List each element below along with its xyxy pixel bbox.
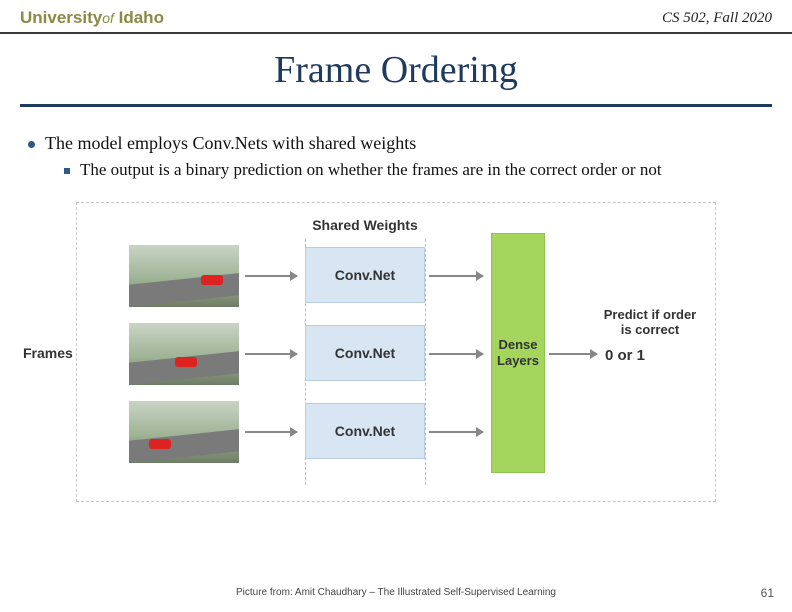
title-block: Frame Ordering xyxy=(0,34,792,98)
slide-header: Universityof Idaho CS 502, Fall 2020 xyxy=(0,0,792,34)
bullet-square-icon xyxy=(64,168,70,174)
arrow-frame3-conv xyxy=(245,431,297,433)
slide-title: Frame Ordering xyxy=(0,48,792,92)
logo-idaho: Idaho xyxy=(119,8,164,27)
convnet-box-1: Conv.Net xyxy=(305,247,425,303)
dense-label: DenseLayers xyxy=(497,337,539,368)
content-area: The model employs Conv.Nets with shared … xyxy=(0,107,792,502)
bullet-sub-text: The output is a binary prediction on whe… xyxy=(80,160,662,180)
frames-label: Frames xyxy=(23,345,73,361)
frame-image-2 xyxy=(129,323,239,385)
course-label: CS 502, Fall 2020 xyxy=(662,10,772,27)
frame-image-1 xyxy=(129,245,239,307)
arrow-conv2-dense xyxy=(429,353,483,355)
bullet-sub: The output is a binary prediction on whe… xyxy=(64,160,764,180)
shared-weights-label: Shared Weights xyxy=(305,217,425,233)
bullet-main-text: The model employs Conv.Nets with shared … xyxy=(45,133,416,154)
university-logo: Universityof Idaho xyxy=(20,8,164,28)
page-number: 61 xyxy=(761,586,774,600)
architecture-diagram: Frames Shared Weights Conv.Net Conv.Net … xyxy=(76,202,716,502)
predict-label: Predict if orderis correct xyxy=(585,307,715,337)
bullet-disc-icon xyxy=(28,141,35,148)
arrow-dense-out xyxy=(549,353,597,355)
dashed-line-right xyxy=(425,239,426,485)
logo-of: of xyxy=(102,10,114,26)
arrow-frame2-conv xyxy=(245,353,297,355)
arrow-conv3-dense xyxy=(429,431,483,433)
dense-layers-box: DenseLayers xyxy=(491,233,545,473)
image-caption: Picture from: Amit Chaudhary – The Illus… xyxy=(0,587,792,598)
arrow-frame1-conv xyxy=(245,275,297,277)
bullet-main: The model employs Conv.Nets with shared … xyxy=(28,133,764,154)
logo-university: University xyxy=(20,8,102,27)
frame-image-3 xyxy=(129,401,239,463)
convnet-box-3: Conv.Net xyxy=(305,403,425,459)
convnet-box-2: Conv.Net xyxy=(305,325,425,381)
arrow-conv1-dense xyxy=(429,275,483,277)
output-label: 0 or 1 xyxy=(605,347,645,364)
